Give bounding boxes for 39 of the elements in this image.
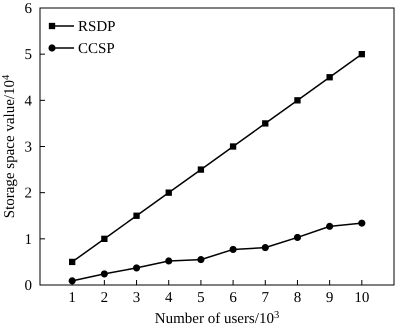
x-tick-label: 4 — [164, 290, 173, 306]
y-tick-label: 2 — [24, 186, 32, 202]
y-tick-label: 4 — [24, 93, 32, 110]
point — [326, 222, 334, 230]
point — [132, 264, 140, 272]
x-axis-title: Number of users/10$^{3}$ — [154, 310, 280, 327]
x-tick-label: 5 — [197, 290, 205, 306]
legend-label: CCSP — [78, 41, 115, 57]
point — [100, 270, 108, 278]
x-tick-label: 8 — [294, 290, 302, 306]
point — [101, 236, 108, 242]
x-tick-label: 6 — [229, 290, 238, 306]
point — [294, 234, 302, 242]
y-tick-label: 5 — [24, 47, 32, 64]
point — [230, 143, 236, 150]
point — [358, 51, 365, 58]
x-tick-label: 9 — [326, 290, 334, 306]
x-tick-label: 10 — [354, 290, 370, 306]
point — [326, 74, 333, 80]
point — [69, 258, 76, 266]
point — [262, 120, 268, 127]
point — [133, 212, 140, 219]
x-tick-label: 1 — [68, 290, 76, 306]
y-tick-label: 3 — [24, 140, 32, 156]
x-tick-label: 2 — [100, 290, 108, 306]
legend-label: RSDP — [78, 19, 116, 35]
point — [294, 97, 301, 104]
point — [358, 220, 366, 227]
y-tick-label: 1 — [24, 232, 32, 248]
x-tick-label: 3 — [132, 290, 140, 306]
y-tick-label: 0 — [24, 278, 32, 294]
y-tick-label: 6 — [24, 1, 32, 17]
point — [262, 244, 269, 252]
point — [166, 190, 172, 196]
point — [197, 256, 204, 264]
point — [165, 257, 172, 265]
point — [198, 166, 204, 173]
point — [230, 246, 237, 254]
x-tick-label: 7 — [262, 290, 270, 306]
